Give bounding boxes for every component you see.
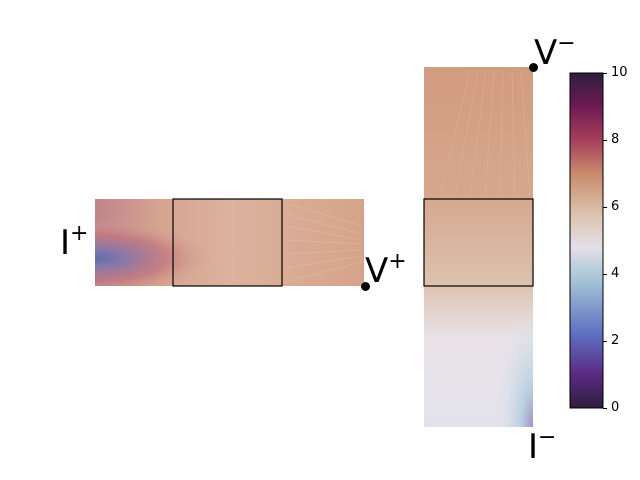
i-minus-label: I− [528, 425, 557, 467]
v-plus-contact-dot [361, 282, 370, 291]
v-plus-label: V+ [365, 249, 407, 291]
v-minus-label: V− [534, 31, 576, 73]
colorbar [569, 72, 604, 409]
colorbar-scale [569, 72, 604, 409]
colorbar-tick-label: 10 [611, 65, 628, 80]
colorbar-tick-label: 0 [611, 400, 620, 415]
colorbar-tick-mark [603, 140, 607, 141]
horizontal-sample-contact-glow [95, 199, 364, 286]
i-plus-label: I+ [60, 221, 89, 263]
colorbar-tick-mark [603, 408, 607, 409]
colorbar-tick-mark [603, 73, 607, 74]
colorbar-tick-mark [603, 341, 607, 342]
vertical-sample-contact-glow [424, 67, 533, 427]
vertical-sample [423, 67, 534, 427]
horizontal-measurement-box [172, 198, 283, 287]
colorbar-tick-label: 8 [611, 132, 620, 147]
colorbar-tick-label: 6 [611, 199, 620, 214]
horizontal-field-lines [284, 202, 363, 283]
horizontal-sample [95, 198, 364, 287]
colorbar-tick-mark [603, 274, 607, 275]
v-minus-contact-dot [529, 63, 538, 72]
vertical-measurement-box [423, 198, 534, 287]
colorbar-tick-label: 4 [611, 266, 620, 281]
colorbar-tick-label: 2 [611, 333, 620, 348]
colorbar-tick-mark [603, 207, 607, 208]
vertical-field-lines [439, 69, 531, 197]
